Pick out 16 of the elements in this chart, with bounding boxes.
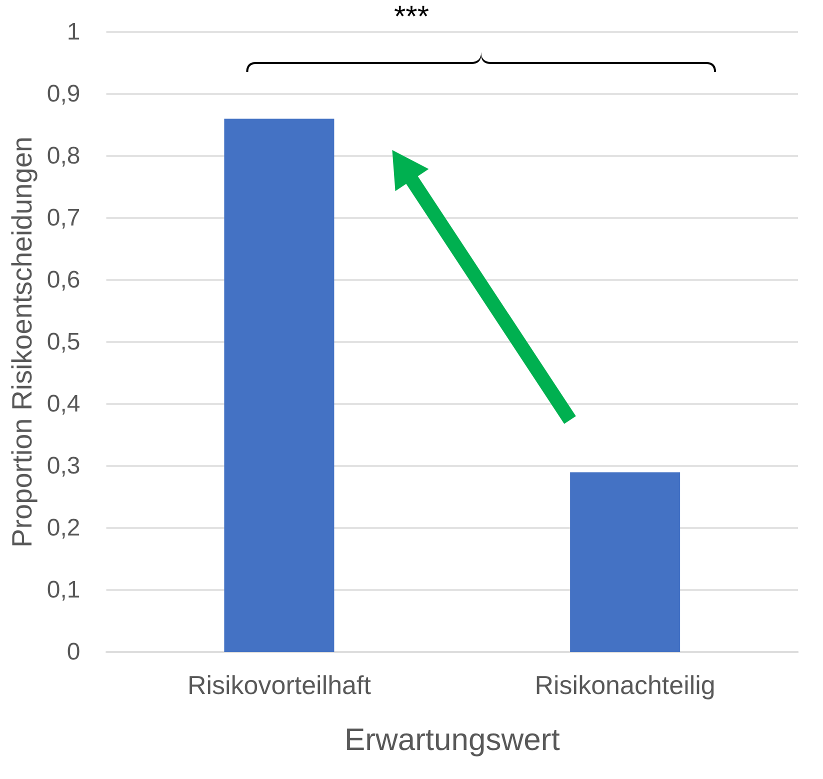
y-tick-label: 0 [66, 638, 80, 666]
y-tick-label: 0,2 [46, 514, 80, 542]
y-tick-label: 0,8 [46, 142, 80, 170]
y-tick-label: 0,3 [46, 452, 80, 480]
y-tick-label: 0,4 [46, 390, 80, 418]
x-axis-title: Erwartungswert [344, 722, 560, 757]
x-tick-label: Risikonachteilig [534, 670, 716, 700]
y-tick-label: 0,6 [46, 266, 80, 294]
y-tick-label: 1 [66, 18, 80, 46]
y-tick-label: 0,9 [46, 80, 80, 108]
y-tick-label: 0,5 [46, 328, 80, 356]
y-axis-title: Proportion Risikoentscheidungen [6, 136, 38, 548]
x-tick-label: Risikovorteilhaft [187, 670, 372, 700]
annotation: *** [394, 0, 430, 34]
y-tick-label: 0,1 [46, 576, 80, 604]
y-tick-label: 0,7 [46, 204, 80, 232]
